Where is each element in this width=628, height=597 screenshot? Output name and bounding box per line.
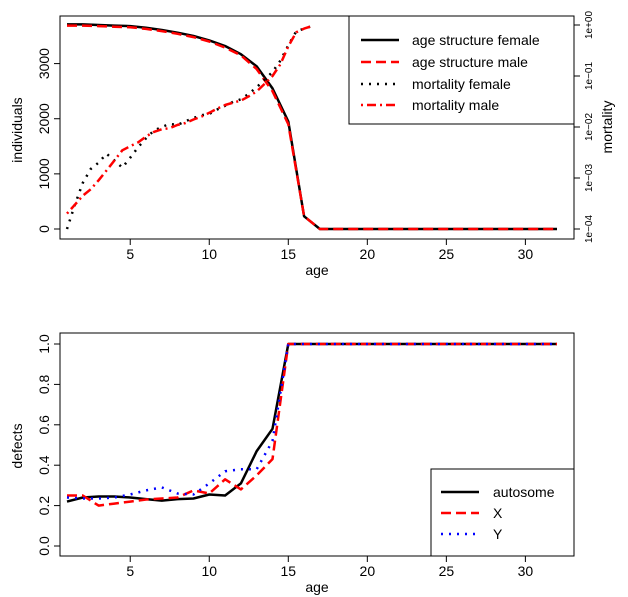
series-group-1 [65,23,557,231]
y-tick-label: 0 [36,225,52,233]
y2-tick-label: 1e−02 [584,113,595,142]
y-tick-label: 1000 [36,158,52,189]
x-tick-label: 30 [518,246,534,262]
y-axis-label-2: defects [9,423,25,468]
x-tick-label: 25 [439,246,455,262]
y2-axis-1: 1e−04 1e−03 1e−02 1e−01 1e+00 [574,11,595,244]
x-axis-label-1: age [305,262,329,278]
x-tick-label: 20 [360,563,376,579]
y-tick-label: 0.4 [36,455,52,475]
series-line-age-structure-male [67,24,557,231]
legend-label-mortality-male: mortality male [412,97,499,113]
legend-label-x: X [493,505,503,521]
plot-frame-2 [59,332,575,557]
chart-2: 5 10 15 20 25 30 0.0 0.2 0.4 0.6 0.8 1.0 age defec… [9,332,575,595]
legend-2: autosome X Y [430,468,575,557]
x-axis-1: 5 10 15 20 25 30 [126,239,533,262]
legend-label-age-structure-male: age structure male [412,54,528,70]
x-axis-label-2: age [305,579,329,595]
y-axis-label-1: individuals [9,97,25,162]
y2-tick-label: 1e−03 [584,164,595,193]
y-tick-label: 2000 [36,103,52,134]
y-tick-label: 1.0 [36,334,52,354]
y2-tick-label: 1e+00 [584,11,595,40]
x-tick-label: 10 [201,563,217,579]
legend-label-age-structure-female: age structure female [412,32,540,48]
y2-axis-label-1: mortality [599,101,615,154]
x-tick-label: 10 [201,246,217,262]
x-axis-2: 5 10 15 20 25 30 [126,556,533,579]
series-group-2 [66,342,557,507]
y-axis-1: 0 1000 2000 3000 [36,48,60,233]
series-line-x [67,342,557,507]
y-tick-label: 0.8 [36,374,52,394]
legend-label-mortality-female: mortality female [412,76,511,92]
y2-tick-label: 1e−01 [584,62,595,91]
x-tick-label: 20 [360,246,376,262]
series-line-mortality-female [65,24,313,230]
y-tick-label: 0.0 [36,536,52,556]
x-tick-label: 15 [281,563,297,579]
x-tick-label: 15 [281,246,297,262]
y-tick-label: 3000 [36,48,52,79]
y-tick-label: 0.2 [36,496,52,516]
y-axis-2: 0.0 0.2 0.4 0.6 0.8 1.0 [36,334,60,556]
legend-box-2 [430,468,575,557]
legend-1: age structure female age structure male … [348,15,575,125]
x-tick-label: 5 [126,246,134,262]
legend-label-y: Y [493,526,503,542]
x-tick-label: 5 [126,563,134,579]
y2-tick-label: 1e−04 [584,215,595,244]
y-tick-label: 0.6 [36,415,52,435]
series-line-mortality-male [66,24,313,215]
x-tick-label: 25 [439,563,455,579]
x-tick-label: 30 [518,563,534,579]
legend-label-autosome: autosome [493,484,555,500]
